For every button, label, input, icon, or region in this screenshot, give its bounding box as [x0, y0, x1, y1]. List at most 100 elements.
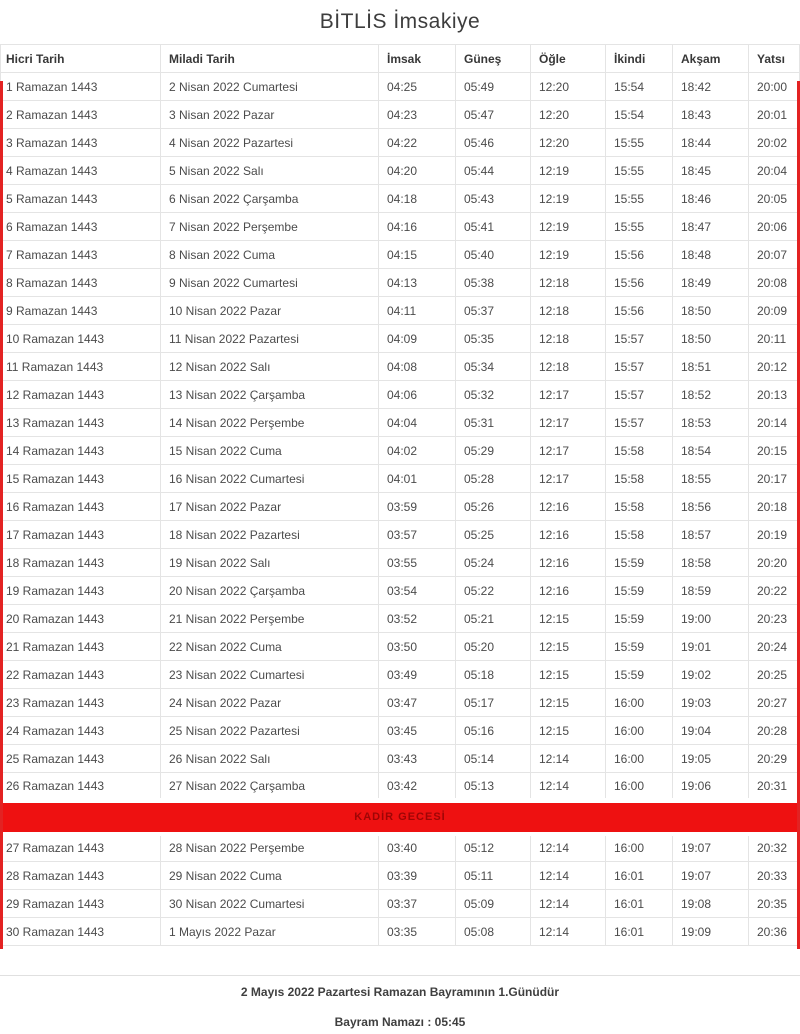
table-cell: 7 Ramazan 1443 [0, 240, 161, 269]
table-cell: 05:09 [455, 889, 531, 918]
table-cell: 26 Ramazan 1443 [0, 772, 161, 801]
column-header: Güneş [455, 44, 531, 73]
table-cell: 12:14 [530, 889, 606, 918]
kadir-gecesi-banner-label: KADİR GECESİ [0, 798, 800, 836]
table-cell: 15:57 [605, 408, 673, 437]
table-cell: 4 Nisan 2022 Pazartesi [160, 128, 379, 157]
table-cell: 27 Nisan 2022 Çarşamba [160, 772, 379, 801]
table-cell: 03:47 [378, 688, 456, 717]
table-cell: 04:08 [378, 352, 456, 381]
table-cell: 12:20 [530, 100, 606, 129]
table-cell: 04:20 [378, 156, 456, 185]
table-cell: 6 Ramazan 1443 [0, 212, 161, 241]
table-cell: 18:44 [672, 128, 749, 157]
table-cell: 04:18 [378, 184, 456, 213]
table-row: 10 Ramazan 1443 11 Nisan 2022 Pazartesi 04… [0, 324, 800, 353]
table-cell: 3 Nisan 2022 Pazar [160, 100, 379, 129]
table-cell: 20:12 [748, 352, 800, 381]
table-cell: 16:00 [605, 772, 673, 801]
table-cell: 18:58 [672, 548, 749, 577]
table-cell: 20:31 [748, 772, 800, 801]
table-cell: 03:42 [378, 772, 456, 801]
table-cell: 12:18 [530, 324, 606, 353]
table-cell: 9 Ramazan 1443 [0, 296, 161, 325]
table-cell: 04:02 [378, 436, 456, 465]
table-cell: 20:20 [748, 548, 800, 577]
table-cell: 14 Ramazan 1443 [0, 436, 161, 465]
table-cell: 04:23 [378, 100, 456, 129]
table-cell: 15:55 [605, 128, 673, 157]
table-row: 24 Ramazan 1443 25 Nisan 2022 Pazartesi 03… [0, 716, 800, 745]
table-cell: 5 Nisan 2022 Salı [160, 156, 379, 185]
table-cell: 05:17 [455, 688, 531, 717]
table-cell: 15:55 [605, 212, 673, 241]
table-row: 21 Ramazan 1443 22 Nisan 2022 Cuma 03:50 05… [0, 632, 800, 661]
table-cell: 05:49 [455, 72, 531, 101]
table-cell: 12:14 [530, 861, 606, 890]
table-cell: 18:56 [672, 492, 749, 521]
prayer-times-table: Hicri Tarih Miladi Tarih İmsak Güneş Öğle İki… [0, 44, 800, 946]
table-row: 26 Ramazan 1443 27 Nisan 2022 Çarşamba 03:… [0, 772, 800, 801]
table-cell: 14 Nisan 2022 Perşembe [160, 408, 379, 437]
table-cell: 18 Nisan 2022 Pazartesi [160, 520, 379, 549]
table-cell: 29 Nisan 2022 Cuma [160, 861, 379, 890]
table-cell: 12:19 [530, 184, 606, 213]
table-cell: 18 Ramazan 1443 [0, 548, 161, 577]
table-cell: 20 Ramazan 1443 [0, 604, 161, 633]
table-cell: 05:16 [455, 716, 531, 745]
table-cell: 23 Ramazan 1443 [0, 688, 161, 717]
table-cell: 12:14 [530, 917, 606, 946]
footer: 2 Mayıs 2022 Pazartesi Ramazan Bayramını… [0, 975, 800, 1029]
table-cell: 30 Nisan 2022 Cumartesi [160, 889, 379, 918]
table-cell: 20:23 [748, 604, 800, 633]
table-cell: 28 Nisan 2022 Perşembe [160, 833, 379, 862]
table-row: 19 Ramazan 1443 20 Nisan 2022 Çarşamba 03:… [0, 576, 800, 605]
table-cell: 15:54 [605, 100, 673, 129]
table-cell: 20:08 [748, 268, 800, 297]
table-cell: 12:20 [530, 72, 606, 101]
table-cell: 15 Ramazan 1443 [0, 464, 161, 493]
table-row: 30 Ramazan 1443 1 Mayıs 2022 Pazar 03:35 05… [0, 917, 800, 946]
table-cell: 15:58 [605, 464, 673, 493]
table-cell: 12:18 [530, 296, 606, 325]
table-row: 3 Ramazan 1443 4 Nisan 2022 Pazartesi 04:2… [0, 128, 800, 157]
table-cell: 29 Ramazan 1443 [0, 889, 161, 918]
table-cell: 20:13 [748, 380, 800, 409]
table-cell: 25 Nisan 2022 Pazartesi [160, 716, 379, 745]
table-row: 6 Ramazan 1443 7 Nisan 2022 Perşembe 04:16… [0, 212, 800, 241]
table-cell: 18:48 [672, 240, 749, 269]
table-cell: 03:45 [378, 716, 456, 745]
table-cell: 12:17 [530, 408, 606, 437]
table-cell: 03:49 [378, 660, 456, 689]
table-cell: 05:08 [455, 917, 531, 946]
table-cell: 03:39 [378, 861, 456, 890]
table-cell: 12:19 [530, 212, 606, 241]
table-cell: 04:15 [378, 240, 456, 269]
table-cell: 2 Ramazan 1443 [0, 100, 161, 129]
table-cell: 3 Ramazan 1443 [0, 128, 161, 157]
table-cell: 22 Nisan 2022 Cuma [160, 632, 379, 661]
table-row: 27 Ramazan 1443 28 Nisan 2022 Perşembe 03:… [0, 833, 800, 862]
table-cell: 04:01 [378, 464, 456, 493]
table-cell: 13 Nisan 2022 Çarşamba [160, 380, 379, 409]
column-header: İmsak [378, 44, 456, 73]
table-cell: 05:13 [455, 772, 531, 801]
table-cell: 05:34 [455, 352, 531, 381]
table-cell: 16:01 [605, 917, 673, 946]
table-cell: 05:47 [455, 100, 531, 129]
table-row: 12 Ramazan 1443 13 Nisan 2022 Çarşamba 04:… [0, 380, 800, 409]
table-cell: 16 Nisan 2022 Cumartesi [160, 464, 379, 493]
table-cell: 10 Ramazan 1443 [0, 324, 161, 353]
table-cell: 20:28 [748, 716, 800, 745]
table-cell: 20:15 [748, 436, 800, 465]
column-header: Miladi Tarih [160, 44, 379, 73]
table-cell: 12:15 [530, 716, 606, 745]
table-cell: 18:43 [672, 100, 749, 129]
table-cell: 18:59 [672, 576, 749, 605]
table-row: 15 Ramazan 1443 16 Nisan 2022 Cumartesi 04… [0, 464, 800, 493]
table-row: 29 Ramazan 1443 30 Nisan 2022 Cumartesi 03… [0, 889, 800, 918]
table-cell: 05:28 [455, 464, 531, 493]
table-cell: 16:00 [605, 716, 673, 745]
table-cell: 16:01 [605, 889, 673, 918]
table-cell: 05:18 [455, 660, 531, 689]
